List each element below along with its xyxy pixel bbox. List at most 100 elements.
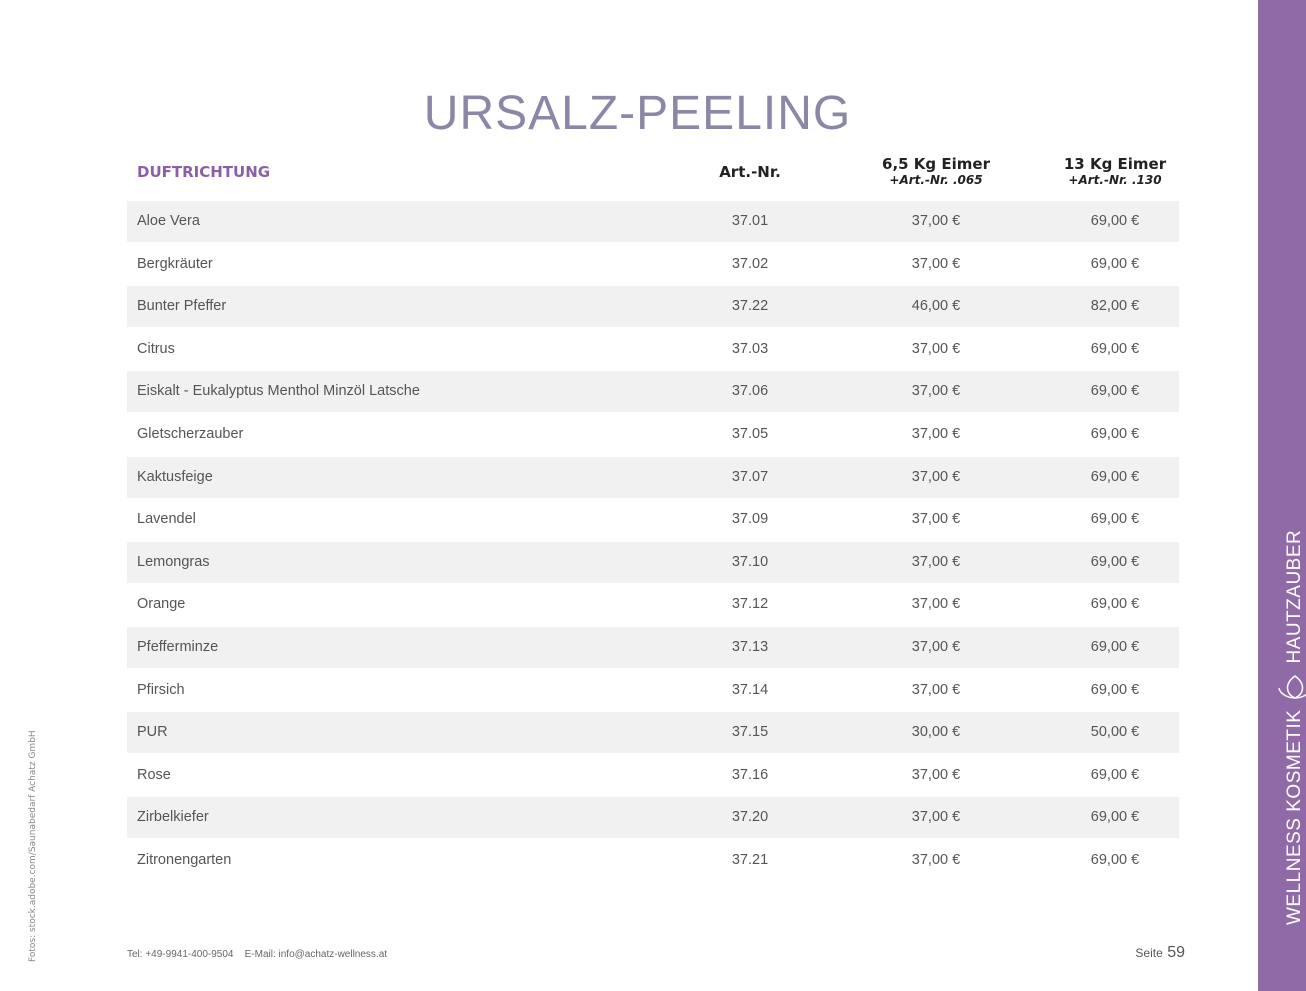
table-row: Eiskalt - Eukalyptus Menthol Minzöl Lats… — [127, 371, 1179, 413]
table-cell: Gletscherzauber — [137, 426, 244, 442]
photo-credit: Fotos: stock.adobe.com/Saunabedarf Achat… — [28, 730, 38, 962]
col-header: DUFTRICHTUNG — [137, 163, 271, 181]
table-cell: 37.10 — [731, 553, 769, 570]
table-cell: 69,00 € — [1090, 852, 1140, 868]
table-cell: 69,00 € — [1090, 681, 1140, 698]
table-row: Rose 37.16 37,00 € 69,00 € — [127, 755, 1179, 796]
table-cell: 37.07 — [731, 468, 769, 485]
sidebar — [1258, 0, 1306, 991]
table-cell: 37,00 € — [911, 852, 961, 868]
table-cell: 37.12 — [731, 596, 769, 613]
table-row: Bunter Pfeffer 37.22 46,00 € 82,00 € — [127, 286, 1179, 328]
col-sub: +Art.-Nr. .130 — [1068, 173, 1162, 187]
table-cell: 37.21 — [731, 852, 769, 868]
table-cell: 69,00 € — [1090, 255, 1140, 272]
table-cell: 69,00 € — [1090, 639, 1140, 655]
table-cell: Zirbelkiefer — [137, 809, 209, 826]
table-cell: 37,00 € — [911, 596, 961, 613]
table-cell: 69,00 € — [1090, 383, 1140, 400]
table-cell: 37,00 € — [911, 340, 961, 357]
table-cell: 37,00 € — [911, 809, 961, 826]
table-cell: PUR — [137, 724, 168, 741]
sidebar-right: HAUTZAUBER — [1284, 529, 1305, 664]
table-row: Pfirsich 37.14 37,00 € 69,00 € — [127, 670, 1179, 711]
table-cell: 37.14 — [731, 681, 769, 698]
page-title: URSALZ-PEELING — [423, 87, 852, 140]
table-cell: 46,00 € — [911, 298, 961, 315]
email: E-Mail: info@achatz-wellness.at — [244, 949, 388, 960]
col-header: Art.-Nr. — [719, 163, 781, 181]
table-row: Bergkräuter 37.02 37,00 € 69,00 € — [127, 244, 1179, 285]
table-cell: 37.03 — [731, 340, 769, 357]
table-cell: Citrus — [137, 340, 175, 357]
table-cell: 69,00 € — [1090, 213, 1140, 229]
table-row: Citrus 37.03 37,00 € 69,00 € — [127, 329, 1179, 370]
table-cell: Lavendel — [137, 511, 196, 528]
table-cell: Bergkräuter — [137, 255, 213, 272]
table-cell: Zitronengarten — [137, 852, 232, 868]
table-cell: 37.22 — [731, 298, 769, 315]
table-cell: 69,00 € — [1090, 766, 1140, 783]
col-header: 6,5 Kg Eimer +Art.-Nr. .065 — [856, 155, 1016, 187]
table-cell: 37,00 € — [911, 511, 961, 528]
tel: Tel: +49-9941-400-9504 — [127, 949, 234, 960]
col-label: 6,5 Kg Eimer — [882, 155, 990, 173]
table-cell: 37.02 — [731, 255, 769, 272]
table-cell: 69,00 € — [1090, 596, 1140, 613]
table-cell: Lemongras — [137, 553, 210, 570]
table-cell: Rose — [137, 766, 171, 783]
table-cell: Eiskalt - Eukalyptus Menthol Minzöl Lats… — [137, 383, 420, 400]
table-cell: 37.05 — [731, 426, 769, 442]
sidebar-left: WELLNESS KOSMETIK — [1284, 709, 1305, 925]
col-header: 13 Kg Eimer +Art.-Nr. .130 — [1035, 155, 1195, 187]
page-number: Seite 59 — [1135, 944, 1185, 962]
table-cell: 37.13 — [731, 639, 769, 655]
table-cell: Bunter Pfeffer — [137, 298, 227, 315]
table-cell: 30,00 € — [911, 724, 961, 741]
table-row: Gletscherzauber 37.05 37,00 € 69,00 € — [127, 414, 1179, 455]
table-row: Orange 37.12 37,00 € 69,00 € — [127, 584, 1179, 625]
table-cell: 37,00 € — [911, 681, 961, 698]
table-cell: 37.15 — [731, 724, 769, 741]
table-cell: 69,00 € — [1090, 468, 1140, 485]
table-cell: Pfirsich — [137, 681, 185, 698]
table-row: Pfefferminze 37.13 37,00 € 69,00 € — [127, 627, 1179, 668]
table-row: Lemongras 37.10 37,00 € 69,00 € — [127, 541, 1179, 583]
col-label: 13 Kg Eimer — [1063, 155, 1167, 173]
table-cell: 69,00 € — [1090, 511, 1140, 528]
table-cell: Pfefferminze — [137, 639, 219, 655]
table-cell: 37.01 — [731, 213, 769, 229]
table-cell: 69,00 € — [1090, 426, 1140, 442]
table-cell: 37.20 — [731, 809, 769, 826]
table-cell: Kaktusfeige — [137, 468, 213, 485]
footer-contact: Tel: +49-9941-400-9504 E-Mail: info@acha… — [127, 949, 387, 960]
table-cell: 37.16 — [731, 766, 769, 783]
table-row: Zirbelkiefer 37.20 37,00 € 69,00 € — [127, 797, 1179, 839]
table-row: Lavendel 37.09 37,00 € 69,00 € — [127, 499, 1179, 540]
page-label: Seite — [1135, 946, 1163, 960]
table-cell: 37.09 — [731, 511, 769, 528]
table-row: PUR 37.15 30,00 € 50,00 € — [127, 712, 1179, 754]
table-cell: 50,00 € — [1090, 724, 1140, 741]
table-cell: 69,00 € — [1090, 340, 1140, 357]
table-cell: 37,00 € — [911, 383, 961, 400]
table-cell: Aloe Vera — [137, 213, 200, 229]
sidebar-text: WELLNESS KOSMETIK HAUTZAUBER — [1278, 529, 1306, 925]
table-cell: 37,00 € — [911, 766, 961, 783]
table-row: Zitronengarten 37.21 37,00 € 69,00 € — [127, 840, 1179, 881]
table-cell: 37,00 € — [911, 213, 961, 229]
table-cell: 37,00 € — [911, 468, 961, 485]
table-cell: 37,00 € — [911, 255, 961, 272]
table-cell: 37.06 — [731, 383, 769, 400]
table-cell: 37,00 € — [911, 553, 961, 570]
table-cell: 37,00 € — [911, 639, 961, 655]
table-row: Kaktusfeige 37.07 37,00 € 69,00 € — [127, 456, 1179, 498]
table-cell: Orange — [137, 596, 186, 613]
table-cell: 69,00 € — [1090, 553, 1140, 570]
table-cell: 37,00 € — [911, 426, 961, 442]
leaf-icon — [1278, 674, 1306, 699]
col-sub: +Art.-Nr. .065 — [889, 173, 983, 187]
table-cell: 69,00 € — [1090, 809, 1140, 826]
table-cell: 82,00 € — [1090, 298, 1140, 315]
